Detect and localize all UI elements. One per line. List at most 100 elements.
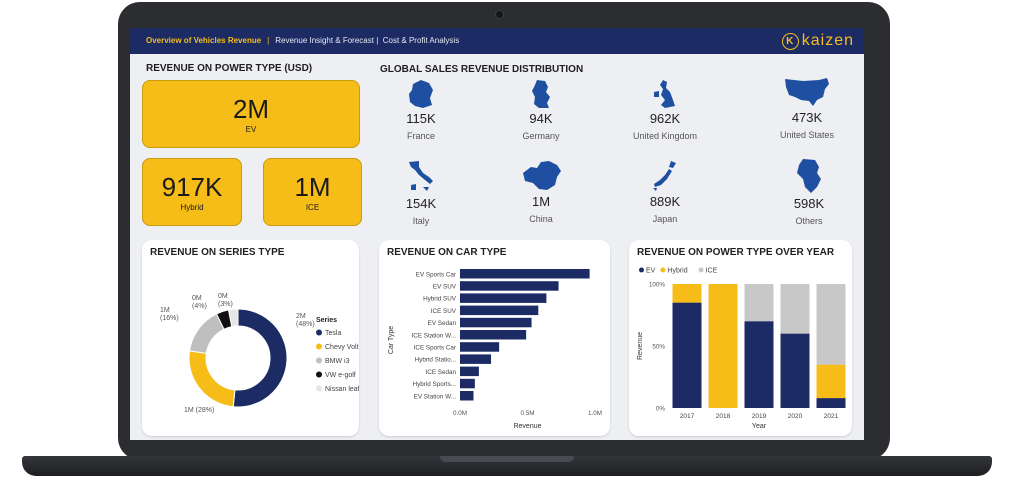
stack-x-tick: 2019	[752, 413, 767, 420]
webcam-icon	[495, 10, 504, 19]
geo-item-united-kingdom[interactable]: 962K United Kingdom	[615, 78, 715, 141]
legend-label-bmw-i3[interactable]: BMW i3	[325, 358, 350, 365]
car-type-tick-label: ICE Station W...	[412, 332, 457, 339]
car-type-bar[interactable]	[460, 378, 475, 389]
geo-item-others[interactable]: 598K Others	[759, 157, 859, 226]
geo-label: France	[406, 131, 435, 141]
laptop-base	[22, 456, 992, 476]
geo-item-china[interactable]: 1M China	[491, 159, 591, 224]
power-type-year-stacked-chart: EV Hybrid ICE 100% 50% 0% Revenue 2017 2018 2019 2…	[637, 267, 846, 430]
ice-revenue-value: 1M	[294, 171, 331, 202]
stack-segment-ev-2017[interactable]	[672, 302, 702, 408]
legend-label-tesla[interactable]: Tesla	[325, 330, 341, 337]
car-type-tick-label: EV Sedan	[428, 320, 457, 327]
car-type-bar[interactable]	[460, 330, 527, 340]
geo-value: 154K	[405, 196, 437, 211]
italy-map-icon	[409, 161, 433, 191]
series-type-title: REVENUE ON SERIES TYPE	[150, 247, 285, 258]
donut-slice-tesla[interactable]	[232, 308, 288, 408]
legend-marker-vw-e-golf	[316, 371, 322, 378]
stack-segment-ice-2021[interactable]	[816, 284, 846, 365]
stack-segment-ice-2019[interactable]	[744, 284, 774, 322]
stack-segment-ev-2019[interactable]	[744, 321, 774, 408]
top-navigation-bar: Overview of Vehicles Revenue | Revenue Ins…	[130, 28, 864, 54]
hybrid-revenue-label: Hybrid	[180, 202, 204, 212]
car-type-bar[interactable]	[460, 366, 479, 377]
others-map-icon	[797, 159, 821, 193]
legend-label-hybrid[interactable]: Hybrid	[667, 268, 687, 275]
geo-label: Germany	[522, 131, 560, 141]
tab-cost-profit-analysis[interactable]: Cost & Profit Analysis	[382, 36, 460, 45]
car-type-card: REVENUE ON CAR TYPE EV Sports Car EV SUV H…	[379, 240, 610, 436]
car-type-tick-label: Hybrid Statio...	[415, 357, 457, 364]
legend-marker-bmw-i3	[316, 357, 322, 364]
stack-segment-ev-2021[interactable]	[816, 398, 846, 408]
stack-segment-hybrid-2018[interactable]	[708, 284, 738, 408]
laptop-hinge-notch	[440, 456, 574, 462]
stack-y-tick: 50%	[652, 344, 665, 351]
legend-label-chevy-volt[interactable]: Chevy Volt	[325, 344, 359, 351]
geo-label: Others	[795, 216, 823, 226]
car-type-bar[interactable]	[460, 342, 500, 352]
car-type-tick-label: ICE SUV	[431, 308, 457, 315]
geo-label: United Kingdom	[632, 131, 698, 141]
stack-x-tick: 2020	[788, 413, 803, 420]
legend-label-vw-e-golf[interactable]: VW e-golf	[325, 372, 356, 379]
hybrid-revenue-value: 917K	[161, 171, 223, 202]
car-type-bar[interactable]	[460, 269, 590, 279]
car-type-bar[interactable]	[460, 317, 532, 328]
hybrid-revenue-card[interactable]: 917K Hybrid	[142, 158, 242, 226]
car-type-bar[interactable]	[460, 305, 539, 316]
geo-value: 473K	[791, 110, 823, 125]
dashboard-screen: Overview of Vehicles Revenue | Revenue Ins…	[130, 28, 864, 440]
stack-y-axis-label: Revenue	[637, 332, 644, 360]
car-type-bar[interactable]	[460, 293, 547, 303]
car-type-tick-label: EV Sports Car	[416, 271, 456, 278]
legend-marker-nissan-leaf	[316, 385, 322, 392]
donut-slice-chevy-volt[interactable]	[188, 350, 236, 408]
series-type-card: REVENUE ON SERIES TYPE 2M (48%) 1M (28%) 1M…	[142, 240, 359, 436]
geo-value: 889K	[649, 194, 681, 209]
stack-segment-ev-2020[interactable]	[780, 333, 810, 408]
legend-label-ev[interactable]: EV	[646, 268, 656, 275]
ice-revenue-label: ICE	[305, 202, 320, 212]
stack-x-tick: 2018	[716, 413, 731, 420]
donut-data-label: 0M (3%)	[218, 293, 233, 308]
car-type-title: REVENUE ON CAR TYPE	[387, 247, 507, 258]
ice-revenue-card[interactable]: 1M ICE	[263, 158, 362, 226]
japan-map-icon	[653, 161, 676, 191]
power-type-year-card: REVENUE ON POWER TYPE OVER YEAR EV Hybrid…	[629, 240, 852, 436]
car-type-bar[interactable]	[460, 391, 474, 401]
donut-data-label: 0M (4%)	[192, 295, 207, 310]
power-type-title: REVENUE ON POWER TYPE (USD)	[146, 63, 313, 74]
ev-revenue-label: EV	[245, 124, 257, 134]
car-type-tick-label: Hybrid Sports...	[413, 381, 457, 388]
donut-slice-bmw-i3[interactable]	[188, 313, 225, 354]
car-type-x-tick: 0.5M	[521, 410, 535, 417]
legend-label-ice[interactable]: ICE	[706, 268, 718, 275]
stack-segment-ice-2020[interactable]	[780, 284, 810, 334]
donut-slice-nissan-leaf[interactable]	[227, 308, 239, 328]
ev-revenue-card[interactable]: 2M EV	[142, 80, 360, 148]
car-type-bar[interactable]	[460, 281, 559, 291]
stack-x-axis-label: Year	[752, 423, 767, 430]
legend-label-nissan-leaf[interactable]: Nissan leaf	[325, 386, 359, 393]
car-type-bar-chart: EV Sports Car EV SUV Hybrid SUV ICE SUV EV S…	[388, 269, 602, 430]
tab-revenue-insight-forecast[interactable]: Revenue Insight & Forecast |	[275, 36, 379, 45]
geo-item-italy[interactable]: 154K Italy	[371, 159, 471, 226]
tab-overview-vehicles-revenue[interactable]: Overview of Vehicles Revenue	[146, 36, 262, 45]
geo-item-france[interactable]: 115K France	[371, 78, 471, 141]
stack-segment-hybrid-2021[interactable]	[816, 364, 846, 399]
car-type-x-axis-label: Revenue	[513, 423, 541, 430]
car-type-bar[interactable]	[460, 354, 492, 364]
stack-segment-hybrid-2017[interactable]	[672, 284, 702, 303]
stack-x-tick: 2021	[824, 413, 839, 420]
geo-item-germany[interactable]: 94K Germany	[491, 78, 591, 141]
geo-item-japan[interactable]: 889K Japan	[615, 159, 715, 224]
geo-value: 598K	[793, 196, 825, 211]
power-type-year-title: REVENUE ON POWER TYPE OVER YEAR	[637, 247, 835, 258]
uk-map-icon	[654, 80, 675, 108]
geo-item-united-states[interactable]: 473K United States	[757, 75, 857, 140]
stack-x-tick: 2017	[680, 413, 695, 420]
china-map-icon	[523, 161, 561, 190]
